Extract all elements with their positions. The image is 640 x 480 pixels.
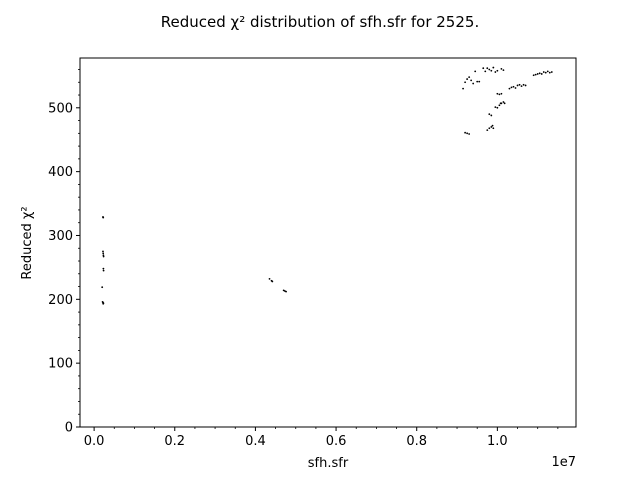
data-point [491, 124, 494, 127]
data-point [271, 280, 274, 283]
data-point [494, 71, 497, 73]
data-point [468, 76, 471, 79]
data-point [538, 72, 541, 75]
data-point [478, 80, 481, 83]
data-point [508, 87, 511, 90]
data-point [474, 70, 477, 73]
data-point [494, 106, 497, 109]
y-axis-label: Reduced χ² [20, 206, 35, 279]
data-point [512, 85, 515, 88]
x-tick-label: 0.8 [406, 434, 427, 449]
data-point [462, 87, 464, 90]
y-tick-label: 0 [65, 421, 73, 436]
data-point [484, 70, 487, 73]
data-point [476, 80, 479, 83]
data-point [488, 68, 491, 71]
data-point [285, 290, 287, 293]
data-point [102, 216, 105, 219]
data-point [102, 250, 104, 253]
data-point [550, 71, 553, 73]
data-point [466, 78, 469, 80]
data-point [470, 79, 473, 82]
data-point [472, 82, 475, 85]
data-point [492, 127, 495, 130]
data-point [496, 106, 499, 109]
data-point [516, 84, 519, 87]
data-point [524, 84, 527, 87]
data-point [532, 74, 535, 77]
data-point [540, 73, 543, 75]
data-point [498, 104, 501, 107]
x-axis-ticks: 0.0 0.2 0.4 0.6 0.8 1.0 [84, 427, 559, 449]
data-point [518, 83, 521, 86]
data-point [102, 269, 105, 272]
y-tick-label: 400 [48, 165, 73, 180]
data-point [544, 71, 547, 74]
data-point [490, 114, 493, 117]
data-point [542, 71, 545, 73]
data-point [534, 73, 537, 76]
x-axis-label: sfh.sfr [308, 456, 349, 471]
data-point [500, 67, 503, 70]
data-point [514, 87, 517, 89]
x-tick-label: 0.0 [84, 434, 105, 449]
data-point [496, 92, 499, 95]
data-point [466, 132, 469, 135]
data-point [496, 69, 499, 72]
data-point [520, 85, 523, 87]
data-point [500, 102, 503, 105]
x-axis-offset-label: 1e7 [551, 455, 576, 470]
y-tick-label: 500 [48, 101, 73, 116]
data-point [502, 69, 505, 72]
data-point [498, 93, 501, 96]
data-point [464, 81, 467, 84]
data-point [482, 67, 485, 70]
data-point [464, 131, 467, 134]
x-tick-label: 0.4 [245, 434, 266, 449]
data-point [486, 67, 489, 70]
data-point [488, 127, 491, 130]
data-point [546, 70, 549, 73]
y-tick-label: 300 [48, 229, 73, 244]
y-tick-label: 200 [48, 293, 73, 308]
data-point [486, 129, 489, 132]
data-point [500, 92, 503, 95]
data-points [101, 66, 553, 305]
data-point [522, 83, 525, 86]
data-point [468, 133, 471, 135]
data-point [492, 66, 495, 69]
data-point [503, 102, 506, 105]
data-point [102, 302, 105, 305]
data-point [101, 286, 104, 289]
data-point [488, 113, 491, 116]
x-tick-label: 0.6 [326, 434, 347, 449]
y-tick-label: 100 [48, 357, 73, 372]
data-point [548, 71, 551, 74]
data-point [268, 277, 271, 280]
data-point [510, 86, 513, 89]
data-point [490, 69, 493, 72]
x-tick-label: 1.0 [487, 434, 508, 449]
x-tick-label: 0.2 [164, 434, 185, 449]
data-point [102, 267, 105, 270]
data-point [102, 255, 105, 258]
plot-frame [79, 57, 577, 428]
y-axis-ticks: 0 100 200 300 400 500 [48, 69, 80, 436]
data-point [102, 252, 105, 255]
data-point [536, 73, 539, 75]
data-point [502, 101, 505, 103]
data-point [490, 126, 493, 128]
chart-title: Reduced χ² distribution of sfh.sfr for 2… [161, 13, 479, 31]
